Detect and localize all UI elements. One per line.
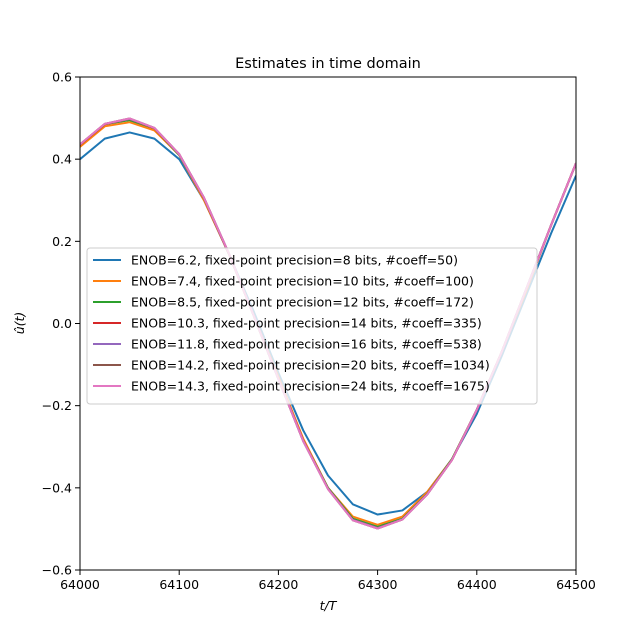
x-axis-label: t/T [320,598,338,613]
chart-title: Estimates in time domain [235,56,421,72]
legend-label: ENOB=7.4, fixed-point precision=10 bits,… [131,274,474,289]
legend-label: ENOB=14.3, fixed-point precision=24 bits… [131,379,490,394]
y-tick-label: 0.4 [52,152,72,167]
legend-label: ENOB=14.2, fixed-point precision=20 bits… [131,358,490,373]
legend-box [86,247,538,405]
y-tick-label: −0.6 [42,563,72,578]
legend: ENOB=6.2, fixed-point precision=8 bits, … [86,247,538,405]
legend-label: ENOB=6.2, fixed-point precision=8 bits, … [131,253,458,268]
y-axis-label: û(t) [12,312,27,335]
x-tick-label: 64300 [358,577,398,592]
y-tick-label: 0.0 [52,316,72,331]
y-tick-label: 0.2 [52,234,72,249]
x-tick-label: 64000 [60,577,100,592]
x-tick-label: 64500 [556,577,596,592]
x-tick-label: 64400 [457,577,497,592]
y-axis: −0.6 −0.4 −0.2 0.0 0.2 0.4 0.6 [42,70,80,578]
x-tick-label: 64200 [259,577,299,592]
legend-label: ENOB=11.8, fixed-point precision=16 bits… [131,337,482,352]
legend-label: ENOB=8.5, fixed-point precision=12 bits,… [131,295,474,310]
x-tick-label: 64100 [159,577,199,592]
plot-lines [80,117,576,530]
y-tick-label: 0.6 [52,70,72,85]
y-tick-label: −0.4 [42,480,72,495]
legend-label: ENOB=10.3, fixed-point precision=14 bits… [131,316,482,331]
y-tick-label: −0.2 [42,398,72,413]
x-axis: 64000 64100 64200 64300 64400 64500 [60,570,596,592]
